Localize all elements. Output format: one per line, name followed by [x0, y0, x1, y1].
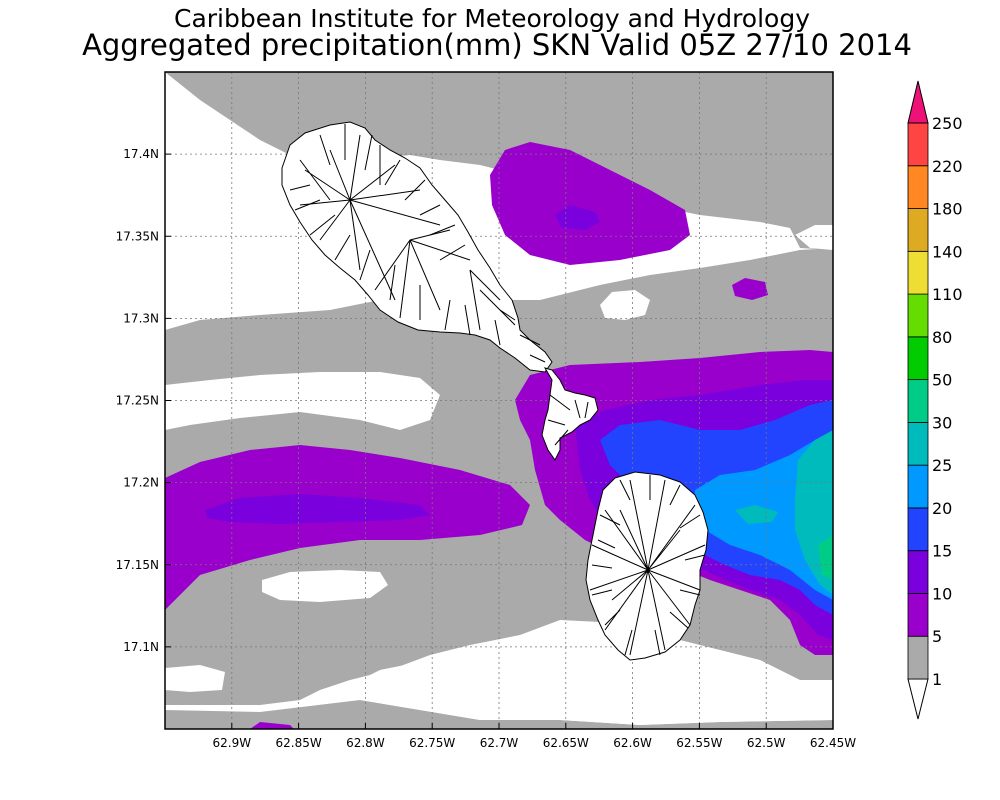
lon-tick-label: 62.65W — [543, 736, 589, 750]
precip-gap-white-6 — [340, 625, 833, 725]
lat-tick-label: 17.1N — [123, 640, 159, 654]
colorbar-swatch — [907, 464, 929, 509]
precip-band-purple-4 — [165, 445, 530, 610]
lat-tick-label: 17.25N — [116, 394, 159, 408]
lon-tick-label: 62.85W — [275, 736, 321, 750]
precip-gap-white-3 — [262, 570, 388, 602]
precip-band-gray-4 — [165, 700, 833, 729]
lon-tick-label: 62.7W — [480, 736, 519, 750]
precip-band-purple-5 — [250, 722, 294, 729]
lon-tick-label: 62.75W — [409, 736, 455, 750]
colorbar-swatch — [907, 550, 929, 594]
lon-tick-label: 62.8W — [346, 736, 385, 750]
lat-tick-label: 17.15N — [116, 558, 159, 572]
colorbar-label: 80 — [932, 328, 952, 347]
map-title: Caribbean Institute for Meteorology and … — [174, 4, 810, 33]
precip-gap-white-4 — [795, 225, 833, 250]
colorbar-label: 250 — [932, 114, 963, 133]
colorbar-swatch — [907, 507, 929, 552]
precip-band-violet-1 — [555, 205, 600, 230]
grid-lines — [165, 72, 833, 729]
map-area: 62.9W 62.85W 62.8W 62.75W 62.7W 62.65W 62.6W 62… — [116, 71, 856, 750]
island-st-kitts — [281, 121, 553, 373]
colorbar-swatch — [907, 593, 929, 637]
colorbar-swatch — [907, 379, 929, 423]
lat-tick-label: 17.2N — [123, 476, 159, 490]
colorbar-label: 180 — [932, 200, 963, 219]
colorbar-label: 20 — [932, 499, 952, 518]
colorbar-label: 220 — [932, 157, 963, 176]
colorbar-label: 50 — [932, 371, 952, 390]
colorbar-swatch — [907, 122, 929, 167]
colorbar-label: 5 — [932, 627, 942, 646]
island-st-kitts-southeast — [541, 367, 599, 461]
colorbar-swatch — [907, 421, 929, 466]
longitude-axis: 62.9W 62.85W 62.8W 62.75W 62.7W 62.65W 62.6W 62… — [213, 723, 856, 750]
map-subtitle: Aggregated precipitation(mm) SKN Valid 0… — [82, 28, 912, 62]
colorbar-swatch — [907, 336, 929, 381]
colorbar-upper-arrow — [907, 80, 929, 124]
lat-tick-label: 17.3N — [123, 311, 159, 325]
colorbar-label: 30 — [932, 413, 952, 432]
colorbar-swatch — [907, 208, 929, 252]
lon-tick-label: 62.5W — [747, 736, 786, 750]
precip-band-violet-2 — [205, 494, 430, 524]
colorbar-swatch — [907, 293, 929, 338]
precip-band-purple-1 — [490, 142, 690, 265]
lon-tick-label: 62.55W — [676, 736, 722, 750]
colorbar-label: 110 — [932, 285, 963, 304]
colorbar-label: 140 — [932, 242, 963, 261]
colorbar-label: 25 — [932, 456, 952, 475]
colorbar-swatch — [907, 635, 929, 680]
precip-band-teal-2 — [735, 505, 778, 524]
colorbar-label: 10 — [932, 584, 952, 603]
lon-tick-label: 62.45W — [810, 736, 856, 750]
lat-tick-label: 17.4N — [123, 147, 159, 161]
lat-tick-label: 17.35N — [116, 229, 159, 243]
precip-band-green — [818, 535, 833, 580]
precip-band-purple-2 — [732, 278, 768, 300]
precip-gap-white-1 — [165, 372, 440, 430]
lon-tick-label: 62.6W — [613, 736, 652, 750]
precip-gap-white-5 — [165, 665, 225, 692]
colorbar-swatch — [907, 250, 929, 295]
lon-tick-label: 62.9W — [213, 736, 252, 750]
precip-gap-white-2 — [600, 290, 650, 320]
colorbar-swatch — [907, 165, 929, 209]
latitude-axis: 17.4N 17.35N 17.3N 17.25N 17.2N 17.15N 17.1N — [116, 147, 171, 654]
colorbar-label: 15 — [932, 542, 952, 561]
colorbar-label: 1 — [932, 670, 942, 689]
island-nevis — [585, 471, 709, 661]
colorbar-lower-arrow — [907, 678, 929, 720]
